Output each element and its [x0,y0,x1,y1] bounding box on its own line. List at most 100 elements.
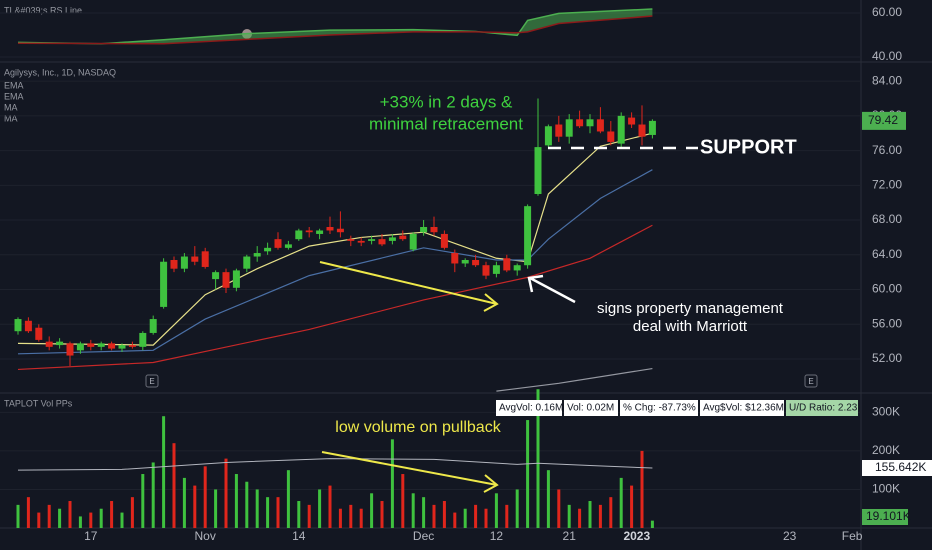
candle-body [461,260,469,264]
volume-bar [276,497,280,528]
candle-body [409,233,417,250]
volume-bar [120,512,124,528]
volume-bar [16,504,20,528]
y-tick-label: 60.00 [872,5,902,19]
volume-bar [214,489,218,528]
candle-body [503,258,511,271]
candle-body [128,345,136,347]
candle-body [139,332,147,347]
indicator: EMA [4,91,24,101]
y-tick-label: 56.00 [872,316,902,330]
candle-body [347,239,355,241]
volume-bar [224,458,228,528]
candle-body [160,261,168,307]
rs-line [17,15,653,45]
candle-body [24,320,32,332]
y-tick-label: 300K [872,405,900,419]
annotation: minimal retracement [369,114,523,133]
candle-body [232,270,240,288]
candle-body [201,251,209,267]
candle-body [191,256,199,262]
volume-bar [630,485,634,528]
volume-tag [862,509,908,525]
volume-bar [141,474,145,528]
volume-bar [234,474,238,528]
x-tick-label: 2023 [623,529,650,543]
volume-bar [442,501,446,528]
candle-body [76,343,84,351]
x-tick-label: 21 [563,529,577,543]
y-tick-label: 72.00 [872,177,902,191]
earnings-icon: E [804,374,818,388]
volume-bar [546,470,550,528]
volume-bar [411,493,415,528]
candle-body [253,253,261,257]
candle-body [368,239,376,241]
candle-body [212,272,220,280]
annotation: SUPPORT [700,136,797,158]
candle-body [576,119,584,127]
rs-line [17,8,653,45]
x-tick-label: Dec [413,529,434,543]
candle-body [628,117,636,125]
volume-bar [89,512,93,528]
volume-bar [494,493,498,528]
candle-body [565,119,573,137]
last-price-label: 79.42 [868,113,898,127]
volume-bar [255,489,259,528]
annotation: +33% in 2 days & [380,92,513,111]
volume-bar [245,481,249,528]
volume-bar [474,504,478,528]
volume-bar [619,477,623,528]
volume-bar [286,470,290,528]
volume-bar [578,508,582,528]
volume-bar [307,504,311,528]
candle-body [617,115,625,144]
stat: Vol: 0.02M [567,403,614,414]
candle-body [222,272,230,288]
volume-bar [650,520,654,528]
arrow [527,274,576,304]
volume-bar [297,501,301,528]
stat: U/D Ratio: 2.23 [789,403,858,414]
y-tick-label: 40.00 [872,49,902,63]
candle-body [316,230,324,234]
y-tick-label: 200K [872,443,900,457]
volume-tag-label: 19.101K [866,509,911,523]
stat: Avg$Vol: $12.36M [703,403,784,414]
moving-average [496,367,653,392]
volume-bar [515,489,519,528]
y-tick-label: 60.00 [872,282,902,296]
candle-body [284,244,292,248]
volume-bar [370,493,374,528]
candle-body [482,265,490,276]
candle-body [555,124,563,137]
candle-body [596,119,604,132]
y-tick-label: 100K [872,482,900,496]
candle-body [492,265,500,274]
candle-body [45,341,53,347]
volume-bar [172,443,176,528]
y-tick-label: 68.00 [872,212,902,226]
volume-bar [266,497,270,528]
y-tick-label: 84.00 [872,73,902,87]
volume-bar [453,512,457,528]
moving-average [17,224,653,371]
y-tick-label: 76.00 [872,143,902,157]
volume-bar [37,512,41,528]
volume-bar [110,501,114,528]
volume-bar [609,497,613,528]
candle-body [336,228,344,233]
candle-body [648,120,656,135]
stat: % Chg: -87.73% [623,403,696,414]
candle-body [378,239,386,245]
candle-body [420,227,428,233]
volume-bar [432,504,436,528]
volume-bar [349,504,353,528]
volume-bar [68,501,72,528]
candle-body [97,343,105,347]
volume-bar [162,416,166,528]
y-tick-label: 52.00 [872,351,902,365]
indicator: MA [4,102,18,112]
